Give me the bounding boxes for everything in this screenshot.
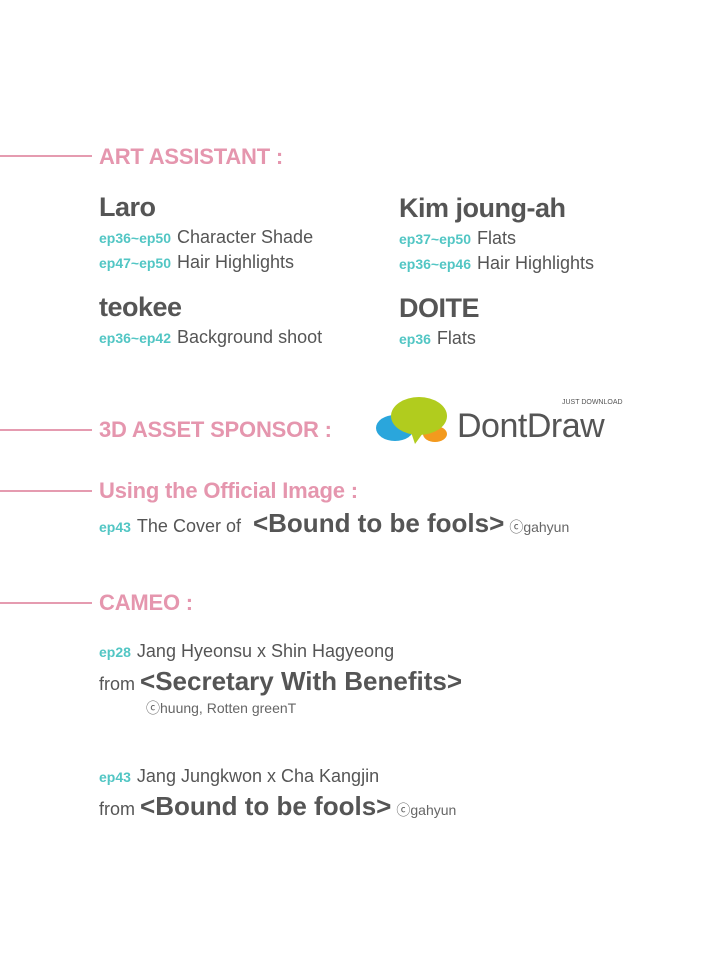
art-assistant-heading: ART ASSISTANT : [99,144,283,169]
episode: ep43 [99,519,131,535]
task: Hair Highlights [477,253,595,273]
episode-range: ep36~ep42 [99,330,171,346]
copyright: ⓒhuung, Rotten greenT [146,700,297,716]
work-title: <Bound to be fools> [140,791,392,821]
logo-text: DontDraw [457,407,605,445]
sponsor-heading: 3D ASSET SPONSOR : [99,417,332,442]
speech-bubbles-icon [376,397,447,444]
credit-role: ep36~ep50 Character Shade [99,226,313,249]
official-image-heading: Using the Official Image : [99,478,358,503]
task: Hair Highlights [177,252,295,272]
credit-name: DOITE [399,293,480,323]
episode: ep28 [99,644,131,660]
credit-role: ep37~ep50 Flats [399,227,516,250]
task: Character Shade [177,227,314,247]
credit-role: ep36~ep46 Hair Highlights [399,252,594,275]
from-label: from [99,799,135,819]
divider-line [0,429,92,431]
episode: ep43 [99,769,131,785]
divider-line [0,490,92,492]
task: Flats [436,328,476,348]
dontdraw-logo: JUST DOWNLOAD DontDraw [375,396,625,446]
credit-role: ep36~ep42 Background shoot [99,326,322,349]
task: Flats [477,228,517,248]
credit-role: ep36 Flats [399,327,476,350]
credit-role: ep47~ep50 Hair Highlights [99,251,294,274]
cameo-from: from <Bound to be fools> ⓒgahyun [99,791,456,825]
cameo-line: ep28 Jang Hyeonsu x Shin Hagyeong [99,640,394,663]
copyright: ⓒgahyun [509,519,570,535]
copyright: ⓒgahyun [396,802,457,818]
task: Background shoot [177,327,323,347]
work-title: <Secretary With Benefits> [140,666,463,696]
cameo-from: from <Secretary With Benefits> [99,666,462,699]
text: The Cover of [136,516,241,536]
episode-range: ep36~ep50 [99,230,171,246]
official-image-line: ep43 The Cover of <Bound to be fools> ⓒgah… [99,508,569,542]
credit-name: Kim joung-ah [399,193,566,223]
episode-range: ep36 [399,331,431,347]
credit-name: teokee [99,292,182,322]
cameo-heading: CAMEO : [99,590,193,615]
divider-line [0,155,92,157]
divider-line [0,602,92,604]
credit-name: Laro [99,192,156,222]
episode-range: ep37~ep50 [399,231,471,247]
episode-range: ep36~ep46 [399,256,471,272]
cameo-line: ep43 Jang Jungkwon x Cha Kangjin [99,765,379,788]
cameo-names: Jang Hyeonsu x Shin Hagyeong [136,641,395,661]
logo-tagline: JUST DOWNLOAD [562,399,623,406]
from-label: from [99,674,135,694]
episode-range: ep47~ep50 [99,255,171,271]
cameo-names: Jang Jungkwon x Cha Kangjin [136,766,380,786]
work-title: <Bound to be fools> [252,508,505,538]
